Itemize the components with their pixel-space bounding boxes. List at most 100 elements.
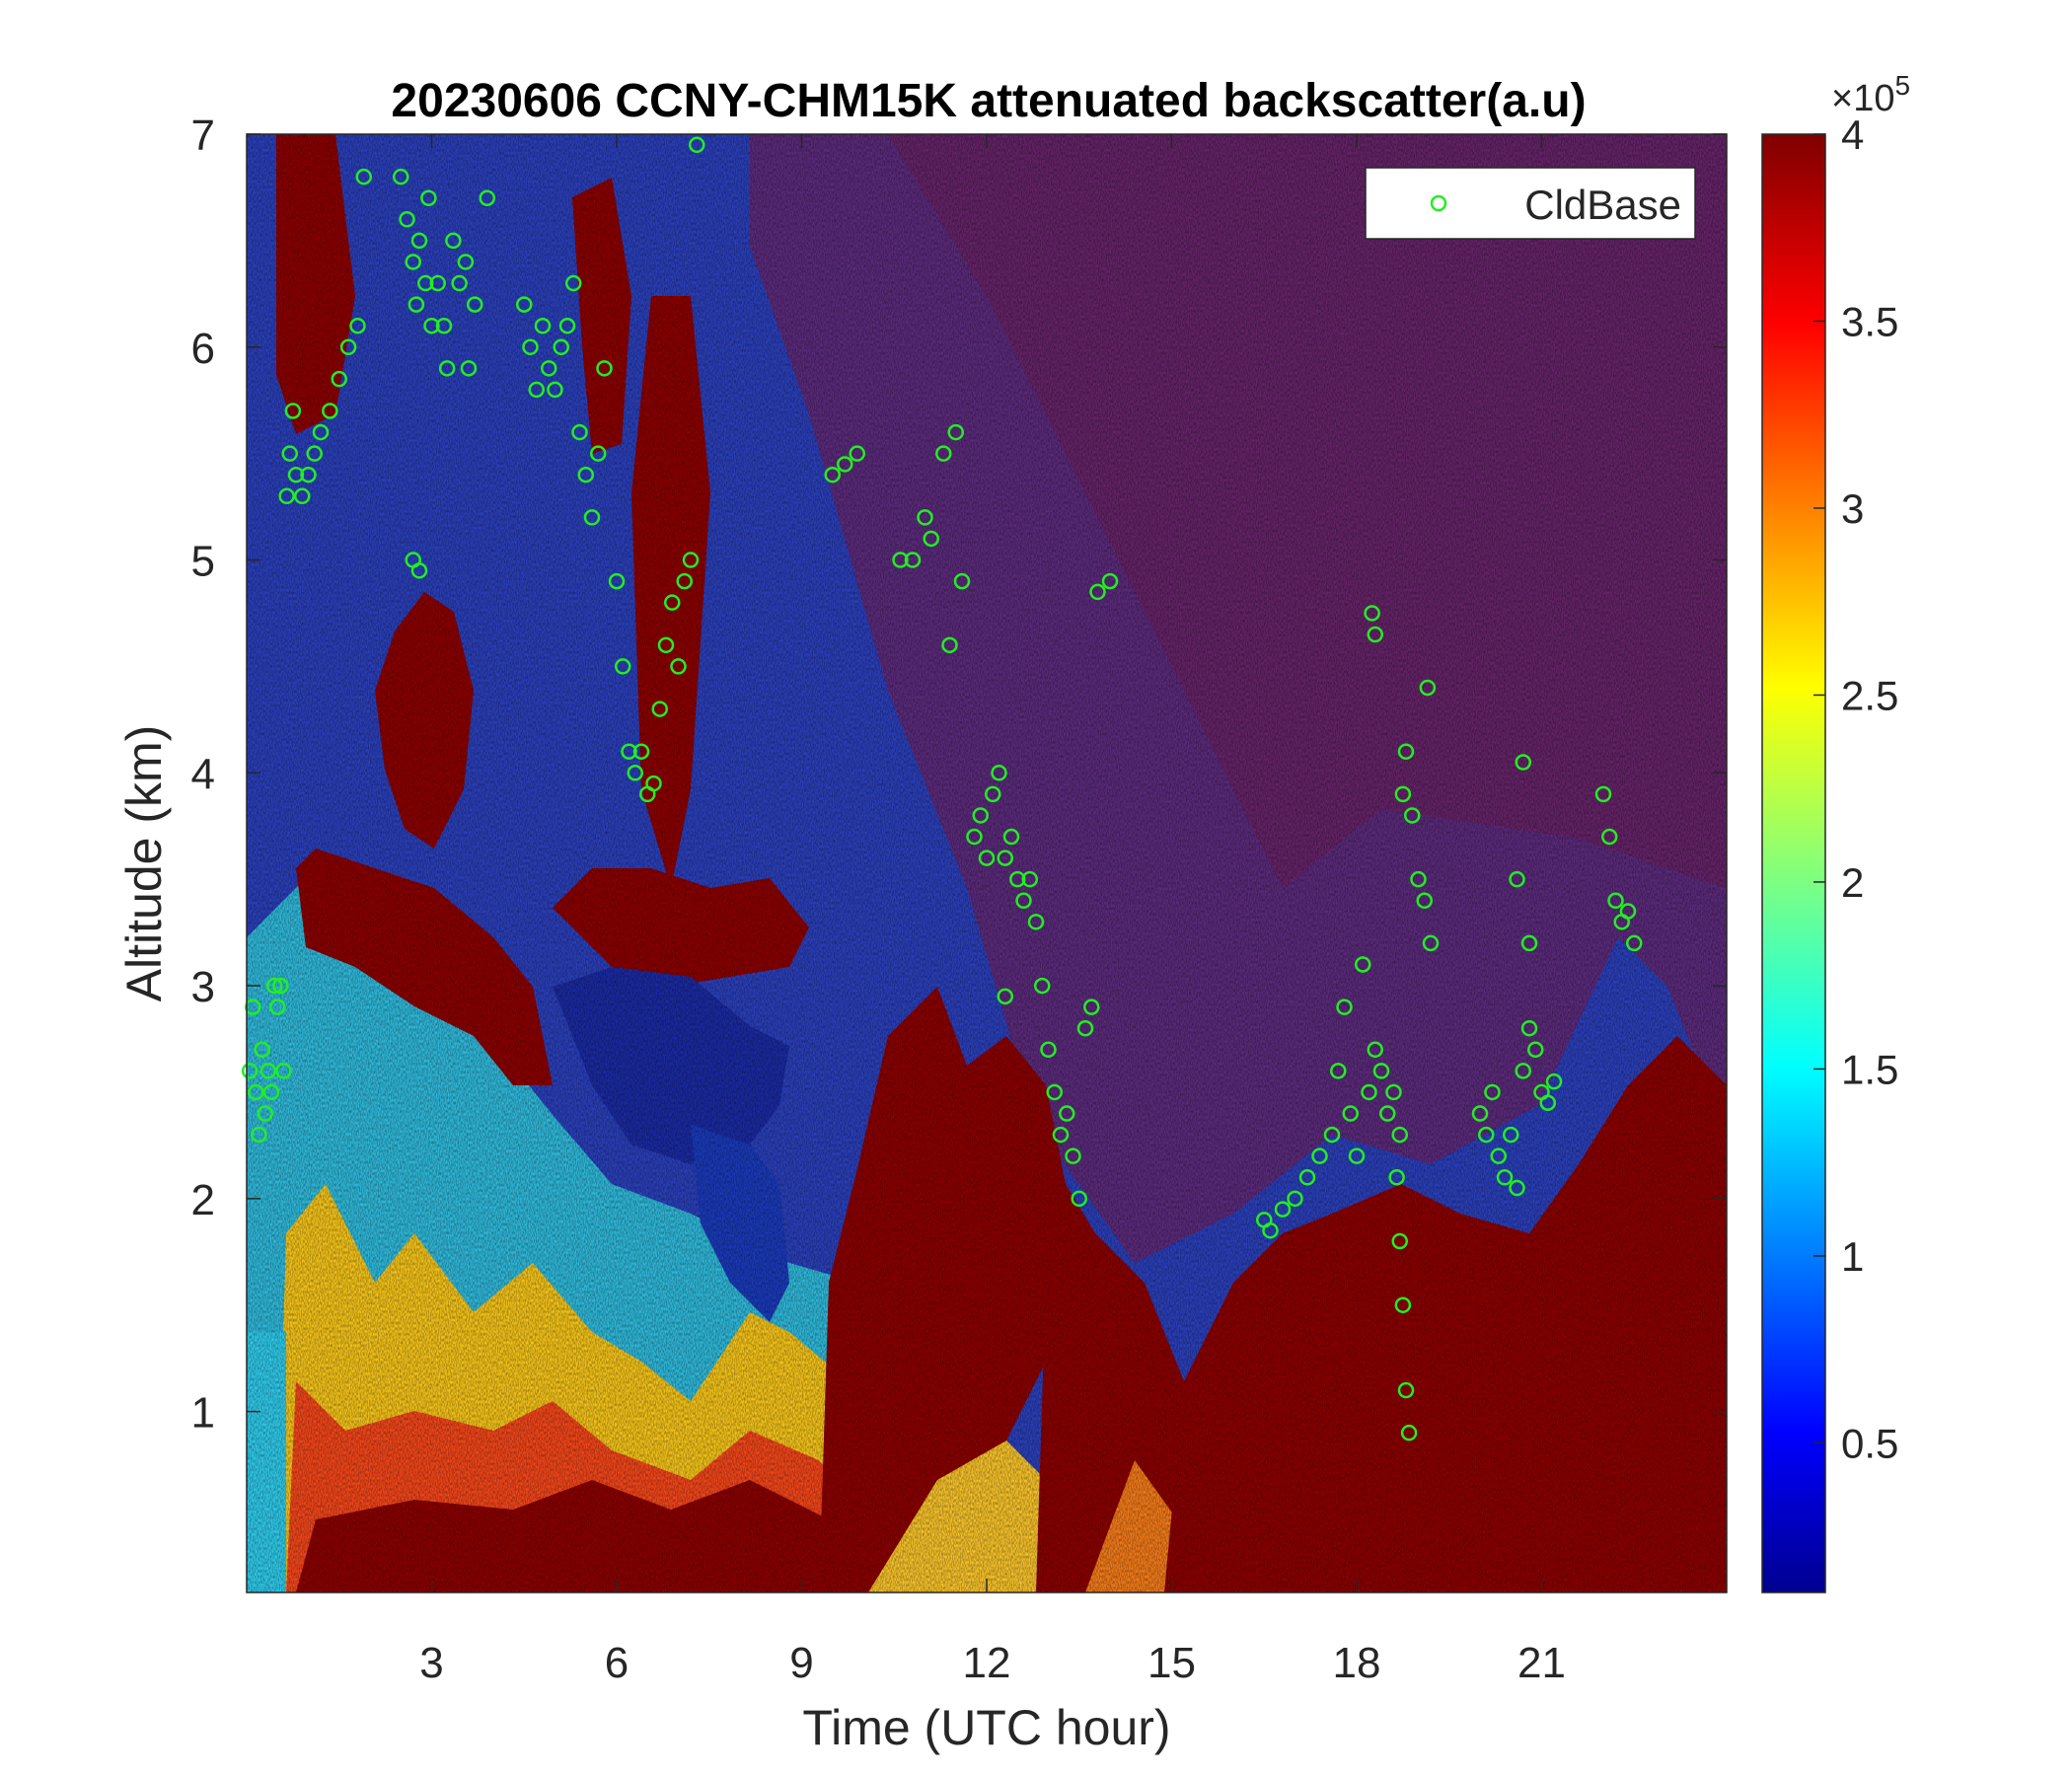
cld-base-point <box>1367 1041 1383 1059</box>
cld-base-point <box>1601 828 1618 846</box>
cld-base-point <box>1397 1381 1415 1399</box>
cld-base-point <box>923 530 939 548</box>
cld-base-point <box>966 828 983 846</box>
cld-base-point <box>1400 1424 1418 1442</box>
cld-base-point <box>294 487 311 505</box>
cld-base-point <box>1496 1169 1514 1186</box>
cld-base-point <box>1076 1019 1094 1037</box>
cld-base-point <box>1416 892 1433 910</box>
cld-base-point <box>670 658 687 675</box>
x-tick-label: 3 <box>419 1639 443 1687</box>
x-tick-label: 6 <box>605 1639 629 1687</box>
cld-base-point <box>278 487 295 505</box>
cld-base-point <box>284 403 302 419</box>
cld-base-point <box>438 360 456 377</box>
cld-base-point <box>417 274 434 292</box>
cld-base-point <box>287 466 305 483</box>
cld-base-point <box>306 445 323 462</box>
cld-base-point <box>393 168 409 185</box>
legend-box <box>1365 167 1696 240</box>
legend: CldBase <box>1365 167 1696 240</box>
cld-base-point <box>547 381 563 399</box>
cld-base-point <box>1336 999 1353 1015</box>
cld-base-point <box>1372 1063 1390 1079</box>
cld-base-point <box>259 1063 277 1079</box>
cld-base-point <box>621 743 637 760</box>
cld-base-point <box>1059 1105 1075 1122</box>
cld-base-point <box>405 254 421 270</box>
cld-base-point <box>275 1063 292 1079</box>
cld-base-point <box>410 232 428 250</box>
cld-base-point <box>1404 807 1421 824</box>
cld-base-point <box>1607 892 1624 910</box>
cld-base-point <box>985 785 1001 803</box>
cld-base-point <box>451 274 468 292</box>
cld-base-point <box>522 338 539 356</box>
cld-base-point <box>997 850 1013 866</box>
cld-base-point <box>1298 1169 1316 1186</box>
cld-base-point <box>300 466 317 483</box>
colorbar-tick-label: 3 <box>1841 485 1864 532</box>
colorbar-ticks: 0.5 1 1.5 2 2.5 3 3.5 4 <box>1813 111 1898 1466</box>
cld-base-point <box>627 765 643 781</box>
y-tick-label: 4 <box>191 750 215 798</box>
colorbar-tick-label: 3.5 <box>1841 298 1898 344</box>
cld-base-point <box>1397 743 1415 760</box>
cld-base-point <box>991 765 1007 781</box>
cld-base-point <box>1515 754 1531 771</box>
cld-base-point <box>1355 956 1371 973</box>
cld-base-point <box>262 1083 280 1101</box>
cld-base-point <box>645 775 662 792</box>
y-tick-label: 5 <box>191 538 215 586</box>
cld-base-point <box>460 360 478 377</box>
cld-base-point <box>339 338 357 356</box>
cld-base-point <box>577 466 594 483</box>
colorbar: 0.5 1 1.5 2 2.5 3 3.5 4 ×105 <box>1761 70 1910 1593</box>
cld-base-point <box>1342 1105 1359 1122</box>
colorbar-exponent: ×105 <box>1831 70 1910 119</box>
x-tick-label: 15 <box>1147 1639 1196 1687</box>
cld-base-point <box>1034 977 1051 995</box>
cld-base-point <box>445 232 462 250</box>
cld-base-point <box>849 445 865 462</box>
cld-base-point <box>420 189 437 206</box>
cld-base-point <box>1089 583 1106 601</box>
y-tick-label: 7 <box>191 111 215 160</box>
cld-base-point <box>1619 903 1637 920</box>
cld-base-point <box>528 381 545 399</box>
cld-base-point <box>254 1041 270 1059</box>
cld-base-point <box>322 403 338 419</box>
colorbar-tick-label: 0.5 <box>1841 1420 1898 1466</box>
cld-base-point <box>423 317 440 334</box>
cld-base-point <box>1348 1147 1366 1164</box>
cld-base-point <box>281 445 298 462</box>
colorbar-tick-label: 1 <box>1841 1233 1864 1280</box>
y-tick-label: 6 <box>191 325 215 373</box>
cld-base-point <box>1509 870 1525 888</box>
cld-base-point <box>1471 1105 1489 1122</box>
chart-title: 20230606 CCNY-CHM15K attenuated backscat… <box>391 75 1586 127</box>
cld-base-point <box>1394 785 1412 803</box>
cld-base-point <box>1021 870 1038 888</box>
legend-marker <box>1430 194 1447 212</box>
cld-base-point <box>1071 1190 1087 1208</box>
cloud-base-points <box>241 136 1643 1442</box>
cld-base-point <box>257 1105 273 1122</box>
cld-base-point <box>331 370 347 388</box>
cld-base-point <box>1046 1083 1063 1101</box>
cld-base-point <box>837 456 853 473</box>
x-axis-ticks: 3 6 9 12 15 18 21 <box>419 134 1566 1687</box>
cld-base-point <box>429 274 446 292</box>
cld-base-point <box>1052 1126 1070 1144</box>
cld-base-point <box>435 317 453 334</box>
cld-base-point <box>1364 605 1380 622</box>
cld-base-point <box>1009 870 1026 888</box>
cld-base-point <box>689 136 705 154</box>
cld-base-point <box>265 977 283 995</box>
colorbar-tick-label: 2.5 <box>1841 672 1898 718</box>
y-axis-label: Altitude (km) <box>116 725 172 1002</box>
colorbar-gradient <box>1762 134 1825 1592</box>
cld-base-point <box>571 423 588 441</box>
cld-base-point <box>407 296 425 313</box>
cld-base-point <box>349 317 366 334</box>
